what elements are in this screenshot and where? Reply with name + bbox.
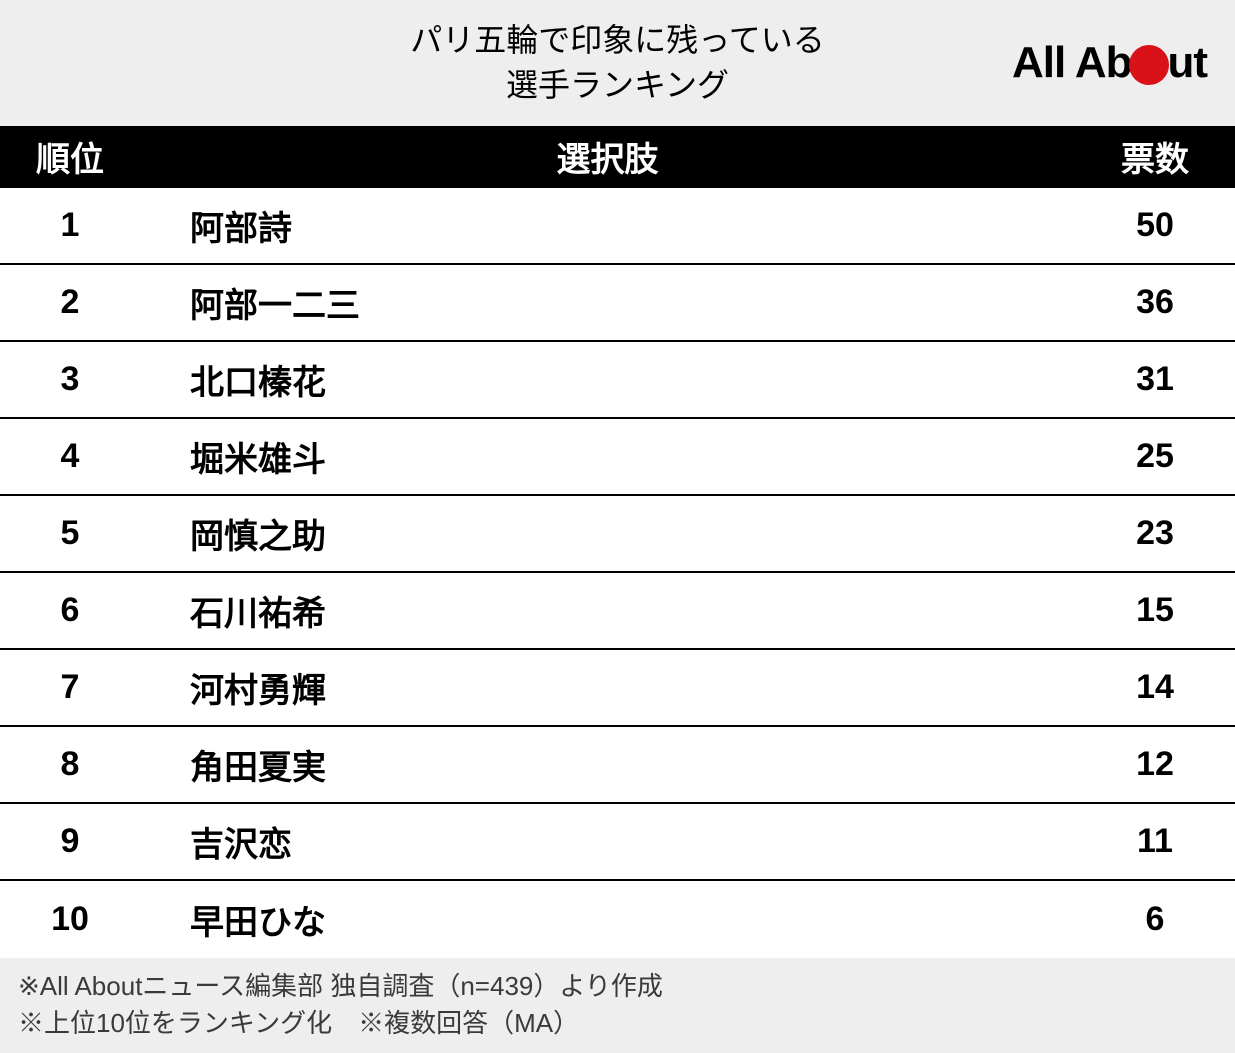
table-header: 順位 選択肢 票数 (0, 126, 1235, 188)
row-name: 堀米雄斗 (140, 432, 1075, 481)
table-row: 8角田夏実12 (0, 727, 1235, 804)
title-line-1: パリ五輪で印象に残っている (410, 22, 824, 58)
row-votes: 23 (1075, 514, 1235, 553)
table-row: 10早田ひな6 (0, 881, 1235, 958)
row-votes: 11 (1075, 822, 1235, 861)
row-name: 角田夏実 (140, 740, 1075, 789)
row-votes: 25 (1075, 437, 1235, 476)
table-row: 4堀米雄斗25 (0, 419, 1235, 496)
row-name: 早田ひな (140, 895, 1075, 944)
table-row: 3北口榛花31 (0, 342, 1235, 419)
table-row: 9吉沢恋11 (0, 804, 1235, 881)
row-votes: 14 (1075, 668, 1235, 707)
row-name: 吉沢恋 (140, 817, 1075, 866)
row-name: 河村勇輝 (140, 663, 1075, 712)
row-votes: 31 (1075, 360, 1235, 399)
row-rank: 10 (0, 900, 140, 939)
row-name: 阿部詩 (140, 201, 1075, 250)
logo-text-before: All Ab (1012, 38, 1131, 88)
row-votes: 15 (1075, 591, 1235, 630)
row-votes: 12 (1075, 745, 1235, 784)
row-votes: 50 (1075, 206, 1235, 245)
footer-note-2: ※上位10位をランキング化 ※複数回答（MA） (18, 1005, 1217, 1043)
row-rank: 4 (0, 437, 140, 476)
row-rank: 8 (0, 745, 140, 784)
row-rank: 3 (0, 360, 140, 399)
row-rank: 2 (0, 283, 140, 322)
footer-section: ※All Aboutニュース編集部 独自調査（n=439）より作成 ※上位10位… (0, 958, 1235, 1053)
row-name: 阿部一二三 (140, 278, 1075, 327)
column-header-name: 選択肢 (140, 132, 1075, 181)
footer-note-1: ※All Aboutニュース編集部 独自調査（n=439）より作成 (18, 968, 1217, 1006)
table-row: 2阿部一二三36 (0, 265, 1235, 342)
ranking-container: パリ五輪で印象に残っている 選手ランキング All Ab ut 順位 選択肢 票… (0, 0, 1235, 1053)
title-line-2: 選手ランキング (506, 67, 729, 103)
row-rank: 1 (0, 206, 140, 245)
column-header-votes: 票数 (1075, 132, 1235, 181)
table-row: 1阿部詩50 (0, 188, 1235, 265)
row-name: 石川祐希 (140, 586, 1075, 635)
row-rank: 7 (0, 668, 140, 707)
row-rank: 5 (0, 514, 140, 553)
table-body: 1阿部詩502阿部一二三363北口榛花314堀米雄斗255岡慎之助236石川祐希… (0, 188, 1235, 958)
column-header-rank: 順位 (0, 132, 140, 181)
header-section: パリ五輪で印象に残っている 選手ランキング All Ab ut (0, 0, 1235, 126)
row-votes: 36 (1075, 283, 1235, 322)
table-row: 5岡慎之助23 (0, 496, 1235, 573)
table-row: 7河村勇輝14 (0, 650, 1235, 727)
row-name: 北口榛花 (140, 355, 1075, 404)
row-votes: 6 (1075, 900, 1235, 939)
table-row: 6石川祐希15 (0, 573, 1235, 650)
logo-text-after: ut (1167, 38, 1207, 88)
page-title: パリ五輪で印象に残っている 選手ランキング (410, 18, 824, 108)
row-rank: 6 (0, 591, 140, 630)
row-name: 岡慎之助 (140, 509, 1075, 558)
row-rank: 9 (0, 822, 140, 861)
logo-dot-icon (1129, 45, 1169, 85)
allabout-logo: All Ab ut (1012, 38, 1207, 88)
